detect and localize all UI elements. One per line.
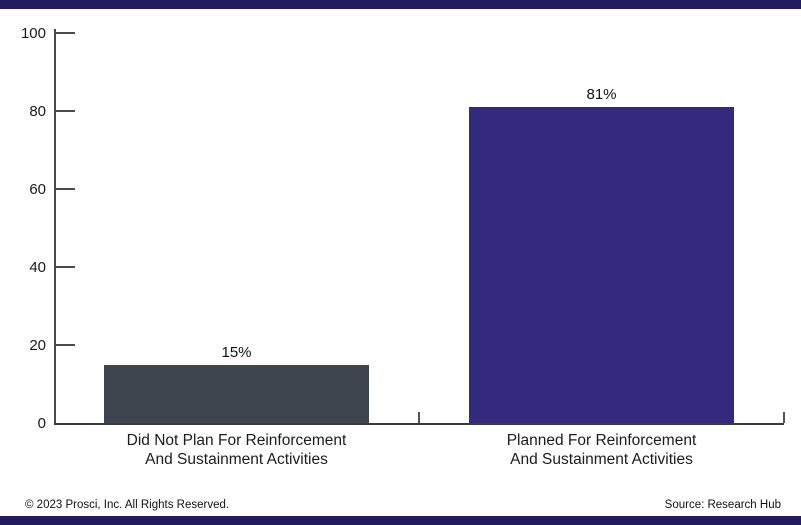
y-tick-mark-100 (56, 32, 75, 34)
x-category-label-2: Planned For Reinforcement And Sustainment… (506, 432, 697, 468)
x-axis-baseline (54, 423, 784, 425)
y-tick-mark-40 (56, 266, 75, 268)
y-tick-label-80: 80 (29, 103, 46, 120)
y-tick-mark-80 (56, 110, 75, 112)
y-tick-mark-20 (56, 344, 75, 346)
x-category-label-1: Did Not Plan For Reinforcement And Sustai… (126, 432, 347, 468)
y-axis-line (54, 29, 56, 424)
bar-value-label-1: 15% (221, 343, 252, 361)
y-tick-mark-60 (56, 188, 75, 190)
bottom-accent-band (0, 516, 801, 525)
y-tick-label-0: 0 (37, 415, 46, 432)
footer-copyright: © 2023 Prosci, Inc. All Rights Reserved. (25, 499, 230, 511)
y-tick-label-100: 100 (20, 25, 46, 42)
top-accent-band (0, 0, 801, 9)
x-tick-mark-2 (783, 412, 785, 423)
footer-source: Source: Research Hub (664, 499, 781, 511)
bar-1 (104, 364, 369, 423)
y-tick-label-40: 40 (29, 259, 46, 276)
x-tick-mark-1 (418, 412, 420, 423)
bar-2 (469, 107, 734, 423)
y-tick-label-60: 60 (29, 181, 46, 198)
y-tick-label-20: 20 (29, 337, 46, 354)
bar-value-label-2: 81% (586, 86, 617, 104)
